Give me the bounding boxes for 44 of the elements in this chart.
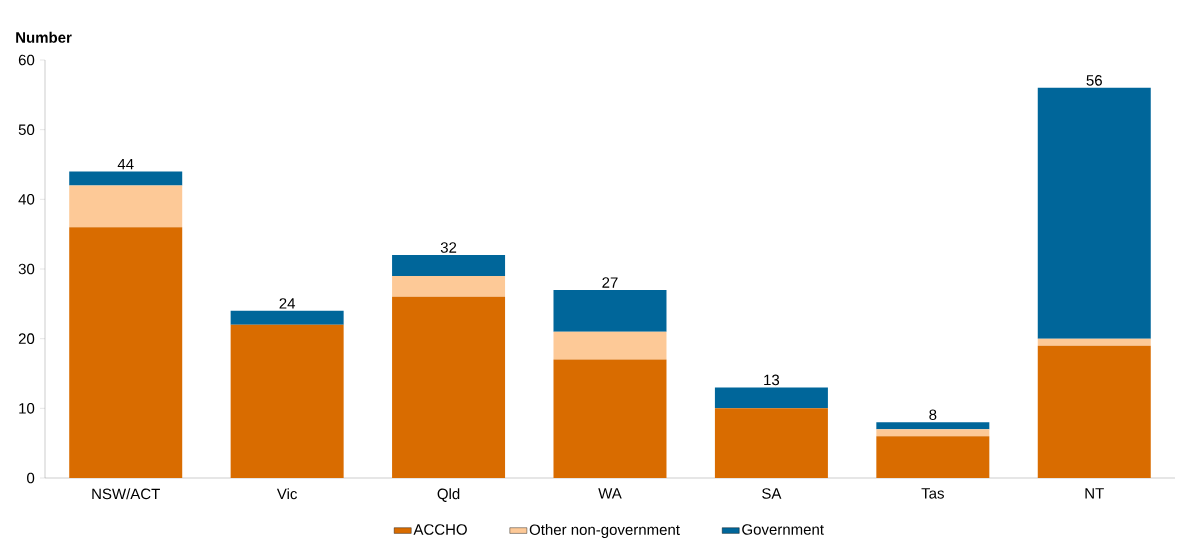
y-tick-label: 60: [18, 54, 35, 66]
bar: [392, 296, 506, 478]
bar: [876, 436, 990, 478]
y-tick-label: 30: [18, 263, 35, 275]
total-label: 24: [279, 298, 296, 309]
x-tick-label: SA: [762, 488, 782, 499]
y-tick-label: 50: [18, 124, 35, 135]
bar: [1037, 345, 1151, 478]
total-label: 32: [440, 242, 457, 253]
x-tick-label: WA: [598, 488, 622, 499]
bar: [392, 255, 506, 276]
bar: [69, 227, 183, 478]
y-tick-label: 0: [27, 472, 35, 484]
total-label: 56: [1086, 75, 1102, 86]
total-label: 44: [117, 158, 134, 170]
x-tick-label: NT: [1085, 488, 1104, 499]
bar: [876, 422, 990, 430]
bar: [1037, 338, 1151, 346]
bar: [69, 171, 183, 186]
y-tick-label: 20: [18, 333, 35, 344]
bar: [553, 289, 667, 332]
y-tick-label: 10: [19, 403, 35, 414]
y-axis-title: Number: [16, 31, 72, 43]
x-tick-label: NSW/ACT: [92, 488, 160, 500]
bar: [230, 324, 344, 478]
legend-label: Government: [742, 524, 824, 535]
bar: [876, 429, 990, 437]
legend-label: Other non-government: [529, 524, 680, 538]
bar: [553, 359, 667, 478]
total-label: 13: [764, 374, 780, 386]
x-tick-label: Qld: [437, 488, 460, 502]
bar: [69, 185, 183, 228]
bar: [553, 331, 667, 360]
bar: [714, 387, 828, 409]
x-tick-label: Vic: [276, 488, 298, 500]
total-label: 8: [929, 409, 937, 421]
x-tick-label: Tas: [921, 488, 944, 499]
y-tick-label: 40: [18, 194, 35, 205]
bar: [230, 310, 344, 325]
legend-label: ACCHO: [413, 524, 467, 535]
total-label: 27: [602, 277, 618, 288]
bar: [1037, 87, 1151, 339]
bar: [714, 408, 828, 478]
bar: [392, 275, 506, 297]
